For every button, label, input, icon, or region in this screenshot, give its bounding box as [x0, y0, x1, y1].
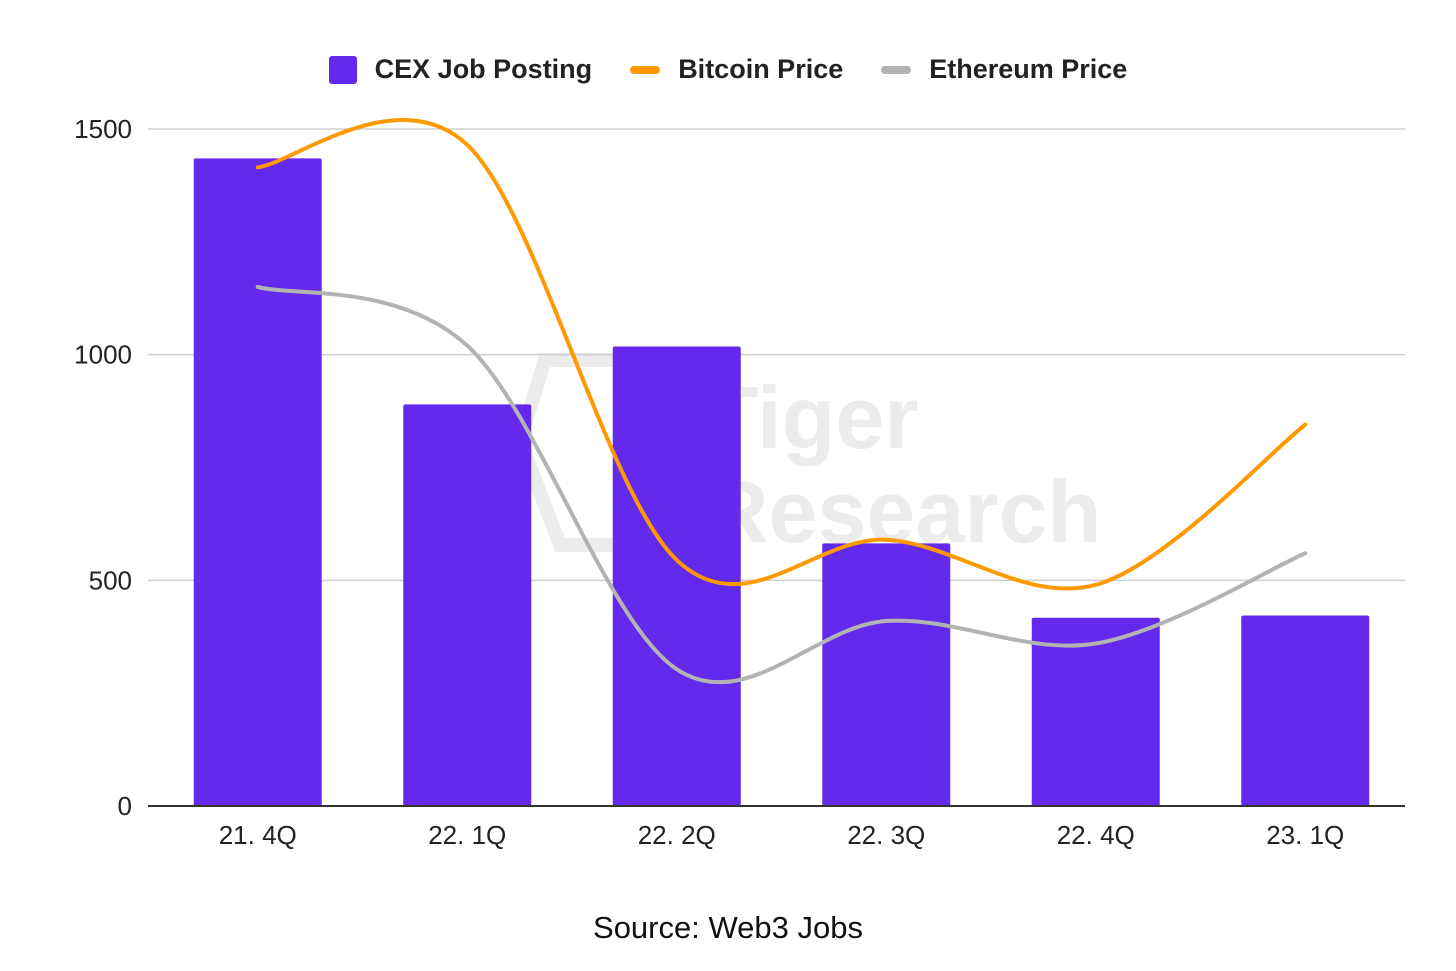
legend-label-ethereum-price: Ethereum Price — [929, 54, 1128, 84]
legend-label-bitcoin-price: Bitcoin Price — [678, 54, 844, 84]
x-tick-label: 22. 4Q — [1057, 820, 1135, 850]
y-tick-label: 1000 — [74, 340, 132, 370]
bar-cex-job-posting — [822, 543, 951, 806]
legend-item-ethereum-price: Ethereum Price — [881, 54, 1127, 85]
x-tick-label: 22. 2Q — [638, 820, 716, 850]
legend-swatch-cex-job-posting — [328, 55, 357, 84]
legend-swatch-ethereum-price — [881, 65, 912, 74]
legend: CEX Job Posting Bitcoin Price Ethereum P… — [0, 54, 1456, 85]
y-tick-label: 1500 — [74, 114, 132, 144]
x-tick-label: 22. 3Q — [847, 820, 925, 850]
chart-source: Source: Web3 Jobs — [593, 910, 863, 945]
x-tick-label: 23. 1Q — [1266, 820, 1344, 850]
legend-item-bitcoin-price: Bitcoin Price — [630, 54, 843, 85]
x-tick-label: 22. 1Q — [428, 820, 506, 850]
legend-item-cex-job-posting: CEX Job Posting — [328, 54, 593, 85]
bar-cex-job-posting — [1241, 615, 1370, 806]
line-bitcoin-price — [255, 118, 1308, 591]
y-tick-label: 500 — [89, 565, 132, 595]
bar-cex-job-posting — [193, 158, 322, 806]
line-ethereum-price — [255, 284, 1308, 685]
bar-cex-job-posting — [1031, 617, 1160, 806]
legend-label-cex-job-posting: CEX Job Posting — [374, 54, 593, 84]
x-tick-label: 21. 4Q — [219, 820, 297, 850]
legend-swatch-bitcoin-price — [630, 65, 661, 74]
y-tick-label: 0 — [118, 791, 132, 821]
bar-cex-job-posting — [403, 404, 532, 806]
bar-cex-job-posting — [612, 346, 741, 806]
